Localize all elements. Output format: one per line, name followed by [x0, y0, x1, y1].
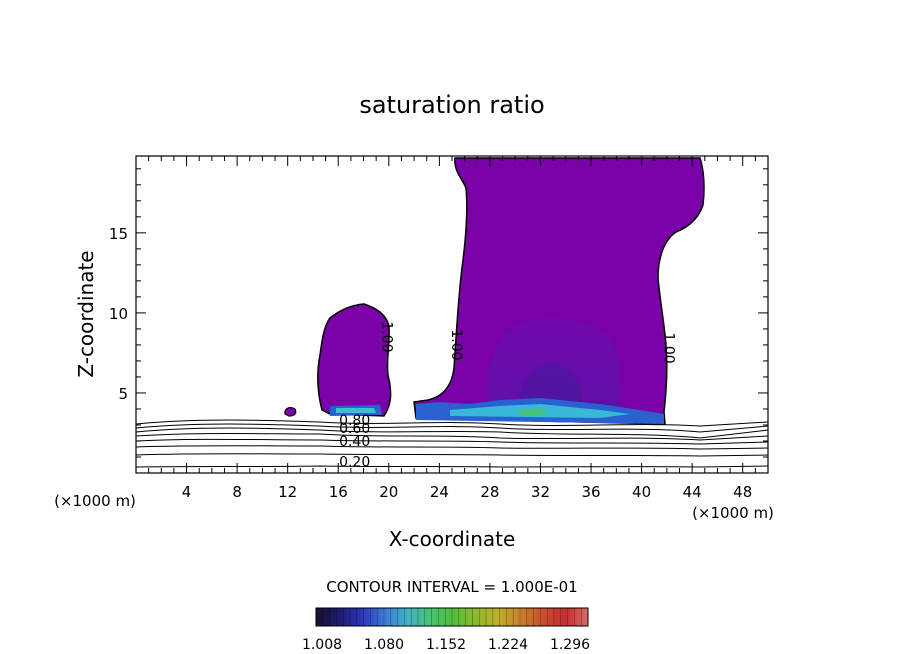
- x-tick-label: 40: [632, 483, 651, 501]
- contour-labels: 1.00 1.00 1.00 0.800.600.40 0.20: [339, 321, 676, 470]
- y-axis-ticks: 5 10 15: [109, 168, 768, 458]
- contour-interval-label: CONTOUR INTERVAL = 1.000E-01: [326, 578, 577, 596]
- cloud-core-inner: [518, 364, 584, 408]
- cloud-region-left: [317, 303, 392, 417]
- colorbar-tick-label: 1.080: [364, 637, 404, 653]
- y-tick-label: 10: [109, 305, 128, 323]
- contour-lines: [136, 419, 768, 468]
- contour-label: 1.00: [448, 329, 464, 360]
- y-tick-label: 15: [109, 225, 128, 243]
- x-tick-label: 16: [329, 483, 348, 501]
- cloud-region-main: [413, 157, 705, 425]
- cloud-core: [486, 318, 621, 408]
- y-axis-title: Z-coordinate: [74, 250, 98, 377]
- x-tick-label: 4: [182, 483, 192, 501]
- y-tick-label: 5: [118, 385, 128, 403]
- x-tick-label: 32: [531, 483, 550, 501]
- contour-label: 1.00: [378, 321, 394, 352]
- colorbar-ticks: 1.008 1.080 1.152 1.224 1.296: [302, 608, 590, 653]
- cloud-region-small: [284, 407, 297, 417]
- x-tick-label: 44: [683, 483, 702, 501]
- contour-label: 0.80: [339, 413, 370, 429]
- contour-label: 0.20: [339, 455, 370, 471]
- plot-area: 1.00 1.00 1.00 0.800.600.40 0.20: [136, 157, 768, 471]
- x-unit-right: (×1000 m): [692, 504, 774, 522]
- x-tick-label: 12: [278, 483, 297, 501]
- x-tick-label: 20: [379, 483, 398, 501]
- colorbar-tick-label: 1.008: [302, 637, 342, 653]
- x-tick-label: 48: [733, 483, 752, 501]
- x-axis-title: X-coordinate: [389, 527, 516, 551]
- colorbar-tick-label: 1.296: [550, 637, 590, 653]
- x-axis-ticks: 4 8 12 16 20 24 28 32 36 40 44 48: [148, 156, 756, 501]
- contour-label: 0.60: [339, 421, 370, 437]
- x-unit-left: (×1000 m): [54, 492, 136, 510]
- supersat-band-left-core: [336, 408, 376, 413]
- contour-label: 1.00: [660, 333, 676, 364]
- colorbar-tick-label: 1.152: [426, 637, 466, 653]
- contour-label: 0.40: [339, 434, 370, 450]
- x-tick-label: 28: [480, 483, 499, 501]
- supersat-hotspot: [518, 408, 548, 416]
- chart-title: saturation ratio: [359, 91, 544, 119]
- x-tick-label: 24: [430, 483, 449, 501]
- x-tick-label: 8: [232, 483, 242, 501]
- colorbar-tick-label: 1.224: [488, 637, 528, 653]
- x-tick-label: 36: [581, 483, 600, 501]
